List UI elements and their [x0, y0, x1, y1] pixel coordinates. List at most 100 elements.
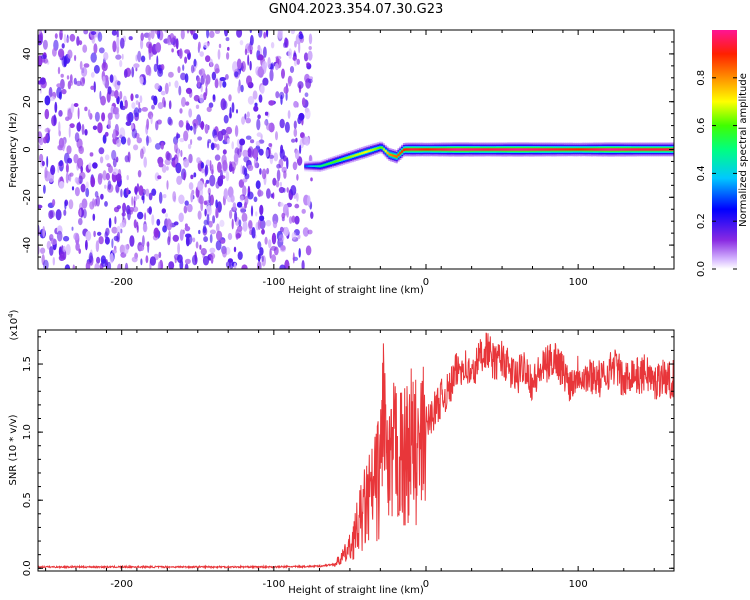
noise-speckle — [275, 180, 280, 188]
noise-speckle — [57, 165, 60, 173]
noise-speckle — [257, 114, 261, 119]
signal-track-cell — [455, 148, 458, 151]
signal-track-cell — [304, 165, 307, 168]
noise-speckle — [247, 191, 254, 200]
noise-speckle — [307, 195, 311, 207]
noise-speckle — [280, 245, 286, 251]
noise-speckle — [148, 206, 152, 215]
signal-track-cell — [532, 148, 535, 151]
noise-speckle — [288, 48, 293, 59]
noise-speckle — [202, 225, 207, 234]
noise-speckle — [290, 185, 297, 196]
noise-speckle — [177, 254, 183, 263]
signal-track-cell — [348, 156, 351, 159]
noise-speckle — [135, 187, 138, 196]
y-tick-label: -40 — [22, 237, 33, 253]
noise-speckle — [176, 175, 183, 185]
noise-speckle — [306, 62, 310, 67]
noise-speckle — [81, 123, 85, 136]
signal-track-cell — [422, 148, 426, 151]
noise-speckle — [281, 212, 286, 219]
noise-speckle — [58, 121, 61, 134]
signal-track-cell — [486, 148, 490, 151]
noise-speckle — [244, 113, 247, 120]
signal-track-cell — [390, 153, 393, 156]
noise-speckle — [64, 264, 71, 269]
signal-track-cell — [638, 148, 641, 151]
noise-speckle — [261, 228, 265, 235]
noise-speckle — [116, 36, 120, 48]
signal-track-cell — [514, 148, 517, 151]
signal-track-cell — [364, 151, 367, 154]
signal-track-cell — [539, 148, 542, 151]
noise-speckle — [120, 105, 126, 111]
signal-track-cell — [654, 148, 657, 151]
signal-track-cell — [466, 148, 469, 151]
noise-speckle — [168, 118, 173, 126]
noise-speckle — [131, 102, 136, 109]
noise-speckle — [294, 203, 300, 209]
noise-speckle — [224, 30, 229, 37]
noise-speckle — [168, 71, 174, 78]
noise-speckle — [205, 79, 209, 88]
noise-speckle — [85, 187, 90, 198]
signal-track-cell — [439, 148, 442, 151]
noise-speckle — [253, 157, 258, 169]
noise-speckle — [124, 155, 129, 163]
noise-speckle — [113, 235, 119, 242]
spectrogram-signal-track — [304, 141, 674, 172]
signal-track-cell — [643, 148, 647, 151]
noise-speckle — [175, 38, 179, 50]
signal-track-cell — [485, 148, 488, 151]
signal-track-cell — [368, 149, 371, 152]
noise-speckle — [107, 86, 112, 95]
noise-speckle — [307, 229, 313, 235]
noise-speckle — [70, 103, 75, 114]
noise-speckle — [140, 55, 146, 63]
signal-track-cell — [662, 148, 665, 151]
signal-track-cell — [580, 148, 583, 151]
noise-speckle — [211, 71, 217, 81]
noise-speckle — [205, 86, 208, 97]
noise-speckle — [116, 80, 121, 86]
signal-track-cell — [446, 148, 449, 151]
signal-track-cell — [614, 148, 617, 151]
noise-speckle — [193, 172, 197, 178]
noise-speckle — [222, 149, 227, 155]
noise-speckle — [215, 181, 220, 189]
noise-speckle — [309, 154, 312, 162]
signal-track-cell — [508, 148, 511, 151]
signal-track-cell — [464, 148, 468, 151]
noise-speckle — [245, 117, 251, 124]
signal-track-cell — [408, 148, 411, 151]
noise-speckle — [234, 125, 239, 137]
noise-speckle — [40, 54, 47, 60]
noise-speckle — [183, 205, 188, 214]
noise-speckle — [101, 112, 106, 122]
noise-speckle — [308, 46, 312, 50]
noise-speckle — [180, 149, 183, 158]
noise-speckle — [39, 77, 46, 85]
noise-speckle — [156, 55, 159, 67]
noise-speckle — [105, 227, 110, 236]
noise-speckle — [204, 164, 209, 176]
signal-track-cell — [569, 148, 572, 151]
noise-speckle — [226, 52, 230, 60]
noise-speckle — [180, 30, 185, 40]
noise-speckle — [185, 236, 190, 247]
noise-speckle — [179, 108, 183, 114]
signal-track-cell — [578, 148, 581, 151]
signal-track-cell — [346, 156, 349, 159]
signal-track-cell — [625, 148, 628, 151]
noise-speckle — [107, 180, 112, 191]
signal-track-cell — [342, 157, 345, 160]
signal-track-cell — [481, 148, 484, 151]
noise-speckle — [146, 118, 150, 130]
noise-speckle — [236, 58, 242, 70]
noise-speckle — [115, 54, 122, 60]
noise-speckle — [291, 138, 296, 143]
noise-speckle — [160, 142, 164, 150]
noise-speckle — [93, 43, 98, 54]
noise-speckle — [255, 140, 261, 147]
noise-speckle — [211, 164, 214, 176]
